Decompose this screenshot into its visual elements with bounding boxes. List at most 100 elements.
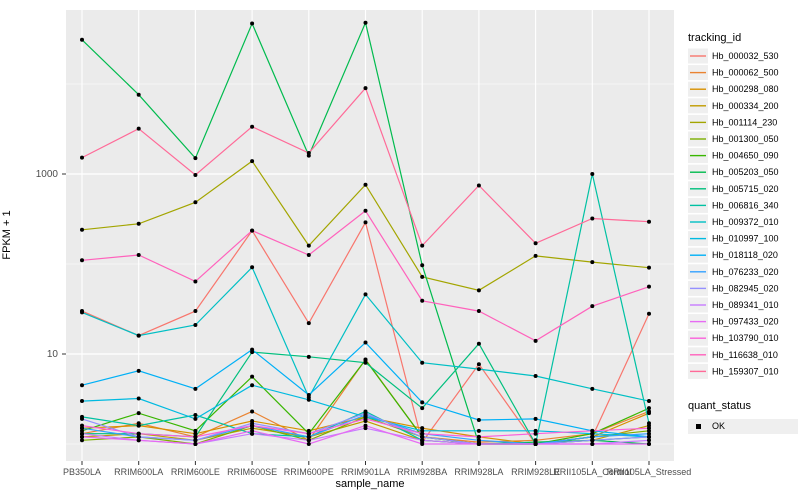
data-point	[647, 438, 651, 443]
data-point	[193, 309, 198, 314]
data-point	[476, 183, 481, 188]
data-point	[306, 434, 311, 439]
data-point	[420, 406, 425, 411]
data-point	[250, 423, 255, 428]
data-point	[250, 409, 255, 414]
data-point	[533, 431, 538, 436]
data-point	[80, 416, 84, 421]
y-axis-title: FPKM + 1	[1, 210, 13, 260]
data-point	[80, 423, 84, 428]
data-point	[193, 428, 198, 433]
data-point	[193, 413, 198, 418]
x-tick-label: PB350LA	[63, 467, 101, 477]
data-point	[193, 156, 198, 161]
data-point	[193, 431, 198, 436]
data-point	[136, 438, 141, 443]
data-point	[420, 274, 425, 279]
data-point	[420, 442, 425, 446]
data-point	[476, 428, 481, 433]
data-point	[306, 252, 311, 257]
data-point	[80, 434, 84, 439]
data-point	[306, 442, 311, 446]
data-point	[420, 431, 425, 436]
legend-label-Hb_076233_020: Hb_076233_020	[712, 267, 779, 277]
data-point	[420, 360, 425, 365]
legend-label-Hb_089341_010: Hb_089341_010	[712, 300, 779, 310]
data-point	[420, 434, 425, 439]
x-tick-label: RRIM901LA	[341, 467, 390, 477]
data-point	[533, 241, 538, 246]
data-point	[193, 200, 198, 205]
data-point	[80, 310, 84, 315]
data-point	[647, 426, 651, 431]
data-point	[476, 367, 481, 372]
data-point	[193, 438, 198, 443]
data-point	[363, 411, 368, 416]
data-point	[250, 431, 255, 436]
data-point	[136, 423, 141, 428]
data-point	[476, 442, 481, 446]
x-tick-label: RRIM600LE	[171, 467, 220, 477]
data-point	[647, 284, 651, 289]
legend-label-Hb_010997_100: Hb_010997_100	[712, 234, 779, 244]
x-tick-label: RRIM600LA	[114, 467, 163, 477]
data-point	[250, 21, 255, 26]
data-point	[647, 219, 651, 224]
data-point	[420, 263, 425, 268]
data-point	[647, 434, 651, 439]
data-point	[306, 428, 311, 433]
data-point	[193, 442, 198, 446]
legend-label-Hb_000334_200: Hb_000334_200	[712, 101, 779, 111]
data-point	[363, 86, 368, 91]
data-point	[363, 220, 368, 225]
data-point	[647, 399, 651, 404]
x-tick-label: RRIM600PE	[284, 467, 334, 477]
data-point	[306, 431, 311, 436]
data-point	[363, 357, 368, 362]
legend-title-tracking-id: tracking_id	[688, 32, 742, 44]
data-point	[420, 243, 425, 248]
legend-label-Hb_000032_530: Hb_000032_530	[712, 51, 779, 61]
data-point	[420, 400, 425, 405]
data-point	[647, 421, 651, 426]
data-point	[136, 431, 141, 436]
data-point	[80, 258, 84, 263]
data-point	[590, 260, 595, 265]
black-square-point-icon	[696, 424, 701, 429]
legend-item-quant-ok	[688, 419, 798, 434]
data-point	[136, 434, 141, 439]
x-axis-title: sample_name	[335, 478, 405, 490]
data-point	[250, 428, 255, 433]
data-point	[647, 311, 651, 316]
data-point	[136, 126, 141, 131]
data-point	[136, 396, 141, 401]
data-point	[647, 411, 651, 416]
legend-label-Hb_000062_500: Hb_000062_500	[712, 68, 779, 78]
data-point	[306, 243, 311, 248]
x-tick-label: RRII105LA_Stressed	[607, 467, 692, 477]
data-point	[363, 340, 368, 345]
data-point	[420, 298, 425, 303]
data-point	[193, 416, 198, 421]
legend-label-ok: OK	[712, 421, 726, 431]
data-point	[250, 383, 255, 388]
data-point	[193, 434, 198, 439]
data-point	[363, 416, 368, 421]
data-point	[590, 428, 595, 433]
data-point	[136, 368, 141, 373]
data-point	[80, 399, 84, 404]
data-point	[136, 411, 141, 416]
data-point	[363, 423, 368, 428]
data-point	[476, 417, 481, 422]
legend-label-Hb_006816_340: Hb_006816_340	[712, 200, 779, 210]
data-point	[420, 428, 425, 433]
data-point	[306, 151, 311, 156]
data-point	[590, 172, 595, 176]
data-point	[363, 292, 368, 297]
data-point	[80, 383, 84, 388]
data-point	[590, 431, 595, 436]
data-point	[363, 360, 368, 365]
data-point	[647, 265, 651, 270]
